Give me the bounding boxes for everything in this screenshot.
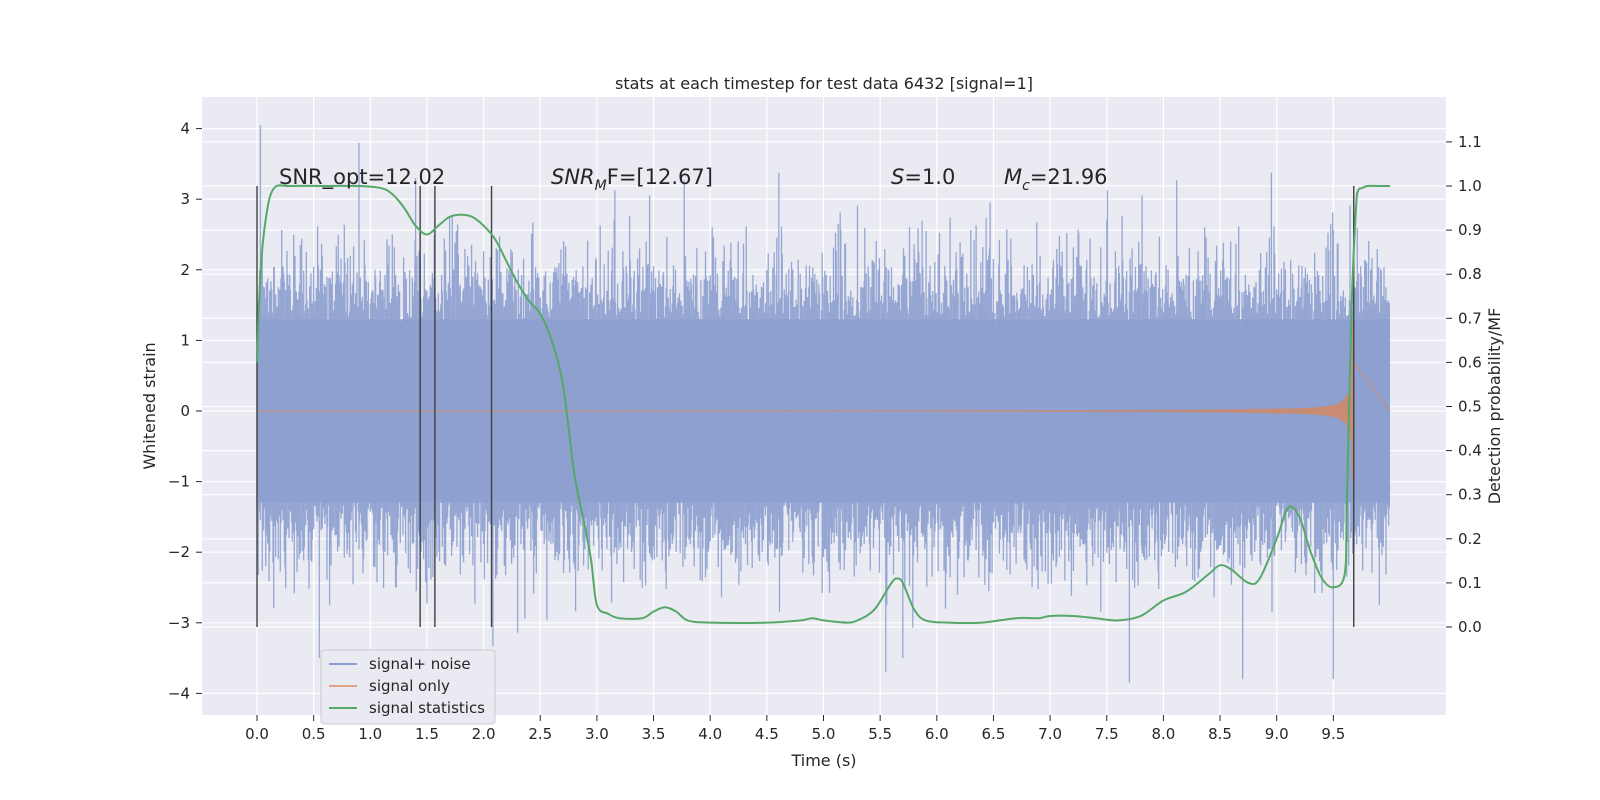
y-left-tick-label: 4 <box>180 120 190 138</box>
y-right-tick-label: 0.0 <box>1458 618 1482 636</box>
y-left-tick-label: 3 <box>180 190 190 208</box>
x-tick-label: 0.0 <box>245 725 269 743</box>
x-tick-label: 7.5 <box>1095 725 1119 743</box>
x-tick-label: 1.5 <box>415 725 439 743</box>
y-right-tick-label: 0.8 <box>1458 265 1482 283</box>
x-tick-label: 7.0 <box>1038 725 1062 743</box>
x-tick-label: 9.5 <box>1321 725 1345 743</box>
y-right-tick-label: 0.1 <box>1458 574 1482 592</box>
x-tick-label: 2.5 <box>528 725 552 743</box>
x-tick-label: 4.5 <box>755 725 779 743</box>
y-right-tick-label: 0.6 <box>1458 353 1482 371</box>
y-left-tick-label: 2 <box>180 261 190 279</box>
y-left-ticks: 4 3 2 1 0 −1 −2 −3 −4 <box>168 120 202 702</box>
x-tick-label: 5.5 <box>868 725 892 743</box>
x-tick-label: 3.5 <box>642 725 666 743</box>
y-left-tick-label: 0 <box>180 402 190 420</box>
y-left-tick-label: −4 <box>168 684 190 702</box>
y-left-axis-label: Whitened strain <box>140 342 159 469</box>
y-right-tick-label: 0.5 <box>1458 398 1482 416</box>
x-tick-label: 4.0 <box>698 725 722 743</box>
x-tick-label: 6.0 <box>925 725 949 743</box>
y-right-axis-label: Detection probability/MF <box>1485 308 1504 505</box>
y-right-tick-label: 1.1 <box>1458 133 1482 151</box>
x-tick-label: 8.0 <box>1151 725 1175 743</box>
x-tick-label: 9.0 <box>1265 725 1289 743</box>
y-left-tick-label: −1 <box>168 473 190 491</box>
signal-statistics-series <box>256 184 1390 625</box>
x-ticks: 0.0 0.5 1.0 1.5 2.0 2.5 3.0 3.5 4.0 4.5 5.0 5.5 6.0 6… <box>245 715 1345 743</box>
y-right-tick-label: 0.2 <box>1458 530 1482 548</box>
x-tick-label: 1.0 <box>358 725 382 743</box>
x-axis-label: Time (s) <box>790 751 856 770</box>
y-right-ticks: 1.1 1.0 0.9 0.8 0.7 0.6 0.5 0.4 0.3 0.2 0.1 0.0 <box>1446 133 1482 636</box>
x-tick-label: 8.5 <box>1208 725 1232 743</box>
x-tick-label: 2.0 <box>472 725 496 743</box>
legend-label-stat: signal statistics <box>369 699 485 717</box>
y-left-tick-label: −3 <box>168 614 190 632</box>
y-right-tick-label: 0.4 <box>1458 442 1482 460</box>
annotation-snr-opt: SNR_opt=12.02 <box>279 165 445 190</box>
legend: signal+ noise signal only signal statist… <box>320 649 496 725</box>
y-right-tick-label: 1.0 <box>1458 177 1482 195</box>
legend-label-signal: signal only <box>369 677 450 695</box>
x-tick-label: 3.0 <box>585 725 609 743</box>
y-left-tick-label: 1 <box>180 331 190 349</box>
x-tick-label: 5.0 <box>812 725 836 743</box>
y-left-tick-label: −2 <box>168 543 190 561</box>
annotation-snr-mf: SNRMF=[12.67] <box>551 165 713 194</box>
y-right-tick-label: 0.9 <box>1458 221 1482 239</box>
legend-box <box>320 649 496 725</box>
y-right-tick-label: 0.3 <box>1458 486 1482 504</box>
legend-label-noise: signal+ noise <box>369 655 471 673</box>
y-right-tick-label: 0.7 <box>1458 309 1482 327</box>
signal-only-series <box>256 321 1391 481</box>
x-tick-label: 0.5 <box>302 725 326 743</box>
x-tick-label: 6.5 <box>982 725 1006 743</box>
trigger-lines <box>256 186 1355 627</box>
chart-title: stats at each timestep for test data 643… <box>615 74 1033 93</box>
annotation-s: S=1.0 <box>891 165 955 189</box>
annotation-mc: Mc=21.96 <box>1004 165 1108 194</box>
